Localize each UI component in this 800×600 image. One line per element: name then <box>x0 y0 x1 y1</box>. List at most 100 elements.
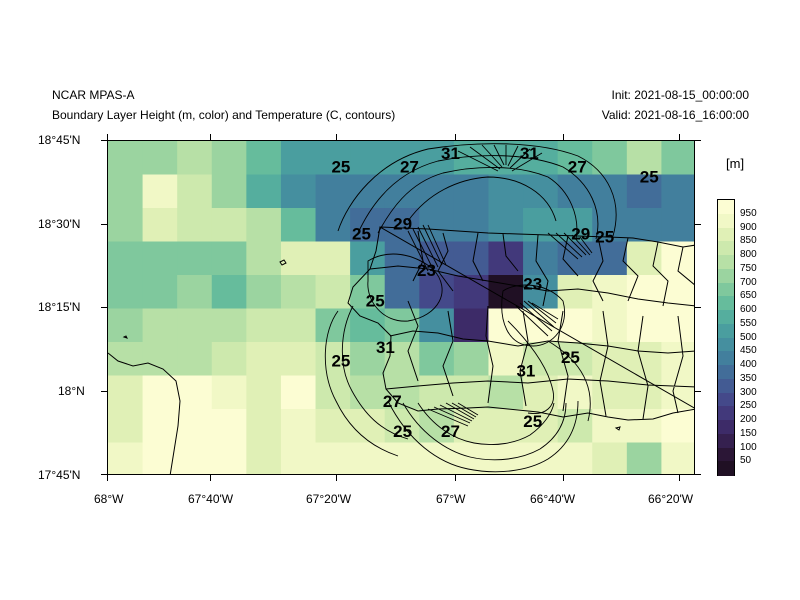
blh-cell <box>280 442 317 474</box>
tick-mark <box>336 134 337 140</box>
desecheo-island <box>279 259 287 266</box>
blh-cell <box>419 174 455 209</box>
colorbar-label: 500 <box>740 331 757 343</box>
blh-cell <box>108 208 144 243</box>
blh-cell <box>211 141 247 176</box>
init-time: Init: 2021-08-15_00:00:00 <box>611 88 749 102</box>
blh-cell <box>246 208 282 243</box>
blh-cell <box>177 208 213 243</box>
lat-tick-label: 18°15'N <box>38 300 81 314</box>
caja-de-muertos-island <box>614 426 621 431</box>
blh-cell <box>280 208 317 243</box>
blh-cell <box>453 174 490 209</box>
colorbar-swatch <box>718 200 734 215</box>
blh-cell <box>661 409 694 444</box>
contour-label: 27 <box>441 422 460 441</box>
tick-mark <box>101 307 107 308</box>
contour-labels: 25 27 31 31 27 25 29 25 29 25 23 23 25 31 25 31 25 27 25 27… <box>331 144 658 441</box>
hispaniola-coastline <box>108 352 181 474</box>
blh-cell <box>108 241 144 276</box>
blh-cell <box>211 275 247 310</box>
blh-cell <box>384 275 420 310</box>
colorbar-label: 400 <box>740 359 757 370</box>
blh-cell <box>661 308 694 343</box>
tick-mark <box>455 134 456 140</box>
blh-cell <box>453 442 490 474</box>
colorbar-swatch <box>718 268 734 283</box>
blh-cell <box>108 275 144 310</box>
contour-label: 25 <box>523 412 542 431</box>
blh-cell <box>280 174 317 209</box>
lon-tick-label: 67°W <box>436 492 466 506</box>
colorbar-swatch <box>718 351 734 366</box>
blh-cell <box>246 308 282 343</box>
tick-mark <box>101 224 107 225</box>
blh-cell <box>177 308 213 343</box>
blh-cell <box>142 308 178 343</box>
tick-mark <box>101 474 107 475</box>
blh-cell <box>315 275 351 310</box>
colorbar-label: 900 <box>740 221 757 233</box>
blh-cell <box>108 375 144 410</box>
blh-cell <box>488 275 524 310</box>
blh-cell <box>246 342 282 377</box>
blh-cell <box>557 275 593 310</box>
blh-cell <box>350 208 386 243</box>
colorbar-swatch <box>718 310 734 325</box>
blh-cell <box>108 409 144 444</box>
colorbar-swatch <box>718 282 734 297</box>
tick-mark <box>107 475 108 481</box>
colorbar-label: 800 <box>740 249 757 260</box>
blh-cell <box>280 342 317 377</box>
blh-cell <box>211 208 247 243</box>
blh-cell <box>246 442 282 474</box>
tick-mark <box>695 224 701 225</box>
blh-cell <box>246 141 282 176</box>
blh-cell <box>626 275 663 310</box>
lat-tick-label: 18°30'N <box>38 217 81 231</box>
colorbar <box>717 199 735 476</box>
blh-cell <box>315 342 351 377</box>
contour-label: 29 <box>571 224 590 243</box>
colorbar-label: 250 <box>740 400 757 412</box>
colorbar-swatch <box>718 378 734 393</box>
contour-label: 27 <box>400 157 419 176</box>
contour-label: 23 <box>523 274 542 293</box>
blh-cell <box>211 342 247 377</box>
colorbar-label: 850 <box>740 235 757 247</box>
blh-cell <box>315 174 351 209</box>
contour-label: 25 <box>331 157 350 176</box>
blh-cell <box>661 174 694 209</box>
blh-cell <box>108 342 144 377</box>
blh-cell <box>453 375 490 410</box>
blh-cell <box>108 141 144 176</box>
blh-cell <box>142 375 178 410</box>
blh-cell <box>661 241 694 276</box>
blh-cell <box>523 442 559 474</box>
colorbar-units: [m] <box>726 156 745 171</box>
tick-mark <box>336 475 337 481</box>
blh-cell <box>177 141 213 176</box>
blh-cell <box>488 342 524 377</box>
blh-cell <box>350 409 386 444</box>
blh-cell <box>315 308 351 343</box>
contour-label: 31 <box>376 338 395 357</box>
blh-cell <box>246 409 282 444</box>
tick-mark <box>679 134 680 140</box>
blh-cell <box>350 442 386 474</box>
blh-cell <box>626 375 663 410</box>
blh-cell <box>419 375 455 410</box>
blh-cell <box>280 141 317 176</box>
blh-cell <box>592 174 628 209</box>
blh-cell <box>661 141 694 176</box>
tick-mark <box>563 134 564 140</box>
tick-mark <box>695 140 701 141</box>
tick-mark <box>695 307 701 308</box>
blh-cell <box>523 174 559 209</box>
contour-label: 31 <box>441 144 460 163</box>
blh-cell <box>453 308 490 343</box>
blh-cell <box>142 141 178 176</box>
contour-label: 25 <box>366 291 385 310</box>
blh-cell <box>592 308 628 343</box>
blh-cell <box>626 208 663 243</box>
